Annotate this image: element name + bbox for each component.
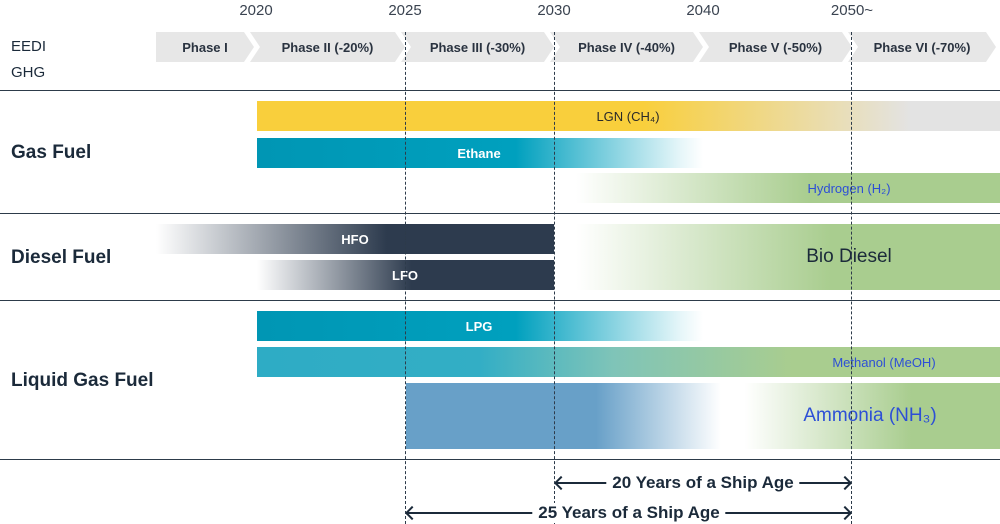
separator-gas (0, 213, 1000, 214)
phase-1: Phase I (156, 32, 254, 62)
separator-liquid (0, 459, 1000, 460)
phase-2: Phase II (-20%) (250, 32, 405, 62)
phase-3: Phase III (-30%) (401, 32, 554, 62)
eedi-label: EEDI (11, 38, 47, 55)
bar-lng: LGN (CH₄) (257, 101, 1000, 131)
phase-4: Phase IV (-40%) (550, 32, 703, 62)
bar-lpg: LPG (257, 311, 703, 341)
bar-ethane: Ethane (257, 138, 703, 168)
bar-methanol: Methanol (MeOH) (257, 347, 1000, 377)
bar-hfo: HFO (156, 224, 554, 254)
bar-hfo-label: HFO (341, 231, 369, 247)
separator-header (0, 90, 1000, 91)
year-2025: 2025 (388, 2, 422, 19)
bar-ammonia: Ammonia (NH₃) (406, 383, 1000, 449)
bar-hydrogen-label: Hydrogen (H₂) (807, 180, 891, 196)
year-2020: 2020 (239, 2, 273, 19)
phase-6: Phase VI (-70%) (848, 32, 996, 62)
ship-age-25-label: 25 Years of a Ship Age (532, 503, 726, 523)
group-diesel-fuel: Diesel Fuel (11, 247, 112, 268)
year-2030: 2030 (537, 2, 571, 19)
group-liquid-gas-fuel: Liquid Gas Fuel (11, 370, 154, 391)
bar-hydrogen: Hydrogen (H₂) (576, 173, 1000, 203)
bar-methanol-label: Methanol (MeOH) (832, 354, 936, 370)
bar-ammonia-label: Ammonia (NH₃) (803, 405, 937, 426)
ship-age-20-label: 20 Years of a Ship Age (606, 473, 800, 493)
bar-bio-diesel-label: Bio Diesel (806, 246, 892, 267)
phase-5: Phase V (-50%) (699, 32, 852, 62)
guide-2030 (554, 32, 555, 524)
group-gas-fuel: Gas Fuel (11, 142, 92, 163)
guide-2050 (851, 32, 852, 524)
guide-2025 (405, 32, 406, 524)
bar-bio-diesel: Bio Diesel (576, 224, 1000, 290)
year-2050: 2050~ (830, 2, 874, 19)
year-2040: 2040 (686, 2, 720, 19)
separator-diesel (0, 300, 1000, 301)
bar-ethane-label: Ethane (457, 145, 501, 161)
bar-lpg-label: LPG (465, 318, 493, 334)
bar-lng-label: LGN (CH₄) (596, 108, 660, 124)
ghg-label: GHG (11, 64, 46, 81)
